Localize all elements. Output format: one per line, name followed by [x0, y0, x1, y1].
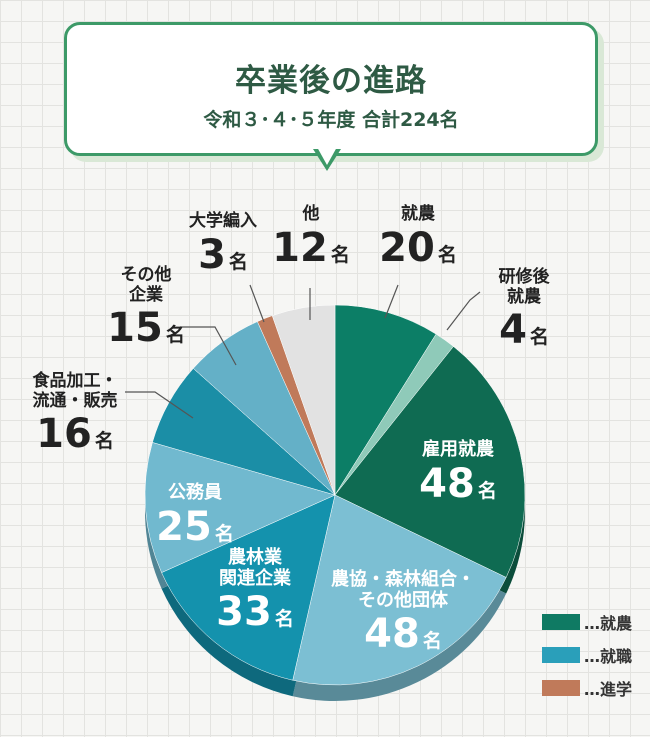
- legend-item-shushoku: …就職: [542, 644, 632, 666]
- label-norin-unit: 名: [274, 608, 294, 631]
- label-shokuhin: 食品加工・ 流通・販売 16 名: [12, 371, 138, 458]
- label-shokuhin-value: 16: [36, 411, 92, 458]
- label-other-value: 12: [272, 224, 328, 271]
- label-daigaku-value: 3: [198, 231, 226, 278]
- legend-label-shingaku: …進学: [584, 680, 633, 699]
- label-nokyo-value: 48: [364, 611, 420, 658]
- label-nokyo: 農協・森林組合・ その他団体 48 名: [318, 569, 488, 658]
- label-daigaku-name: 大学編入: [189, 211, 257, 231]
- legend-label-shushoku: …就職: [584, 647, 633, 666]
- label-komuin: 公務員 25 名: [140, 482, 250, 550]
- label-shuno-unit: 名: [437, 243, 457, 266]
- label-norin-name-1: 農林業: [228, 547, 282, 568]
- pie-slice-3: [292, 494, 507, 686]
- label-norin-name-2: 関連企業: [219, 567, 291, 589]
- pie-slice-4: [161, 494, 336, 681]
- legend-swatch-shushoku: [542, 647, 580, 663]
- label-nokyo-name-1: 農協・森林組合・: [331, 569, 475, 590]
- leader-line-sonota-kigyo: [180, 326, 237, 366]
- title-box: 卒業後の進路 令和３･４･５年度 合計224名: [64, 22, 598, 156]
- leader-line-kenshu: [446, 291, 481, 331]
- legend-item-shuno: …就農: [542, 611, 632, 633]
- label-shokuhin-name-1: 食品加工・: [32, 371, 118, 391]
- label-koyo-value: 48: [419, 460, 475, 507]
- label-sonota-kigyo-name-1: その他: [120, 265, 172, 285]
- label-kenshu-value: 4: [499, 307, 527, 354]
- leader-line-shokuhin: [125, 391, 194, 419]
- speech-tail-fill: [317, 147, 337, 165]
- label-shokuhin-name-2: 流通・販売: [32, 390, 118, 411]
- legend-label-shuno: …就農: [584, 614, 633, 633]
- label-other-unit: 名: [330, 243, 350, 266]
- label-sonota-kigyo: その他 企業 15 名: [98, 265, 194, 352]
- legend-item-shingaku: …進学: [542, 677, 632, 699]
- label-norin-kigyo: 農林業 関連企業 33 名: [200, 547, 310, 636]
- label-kenshu-unit: 名: [529, 326, 549, 349]
- label-daigaku-unit: 名: [228, 250, 248, 273]
- label-koyo-unit: 名: [477, 479, 497, 502]
- label-nokyo-name-2: その他団体: [358, 589, 448, 611]
- label-shokuhin-unit: 名: [94, 430, 114, 453]
- legend-swatch-shingaku: [542, 680, 580, 696]
- leader-line-daigaku: [249, 284, 265, 323]
- label-komuin-name: 公務員: [168, 482, 222, 503]
- label-koyo-shuno: 雇用就農 48 名: [403, 439, 513, 507]
- label-sonota-kigyo-value: 15: [107, 305, 163, 352]
- label-koyo-name: 雇用就農: [422, 439, 494, 460]
- leader-line-shuno: [384, 284, 399, 319]
- label-komuin-value: 25: [156, 503, 212, 550]
- label-sonota-kigyo-unit: 名: [165, 324, 185, 347]
- pie-slice-9: [271, 304, 336, 496]
- chart-title: 卒業後の進路: [235, 63, 427, 99]
- pie-slice-2: [334, 346, 526, 578]
- label-komuin-unit: 名: [214, 522, 234, 545]
- label-norin-value: 33: [216, 589, 272, 636]
- label-other-name: 他: [302, 204, 320, 224]
- label-sonota-kigyo-name-2: 企業: [129, 284, 163, 305]
- legend-swatch-shuno: [542, 614, 580, 630]
- chart-subtitle: 令和３･４･５年度 合計224名: [203, 109, 459, 131]
- label-other: 他 12 名: [271, 204, 351, 271]
- label-shuno: 就農 20 名: [378, 204, 458, 271]
- label-shuno-name: 就農: [401, 204, 435, 224]
- legend: …就農 …就職 …進学: [542, 611, 632, 710]
- label-nokyo-unit: 名: [422, 630, 442, 653]
- label-shuno-value: 20: [379, 224, 435, 271]
- pie-slice-5: [144, 442, 336, 573]
- label-kenshu-name-1: 研修後: [498, 267, 550, 287]
- label-kenshu-name-2: 就農: [507, 286, 541, 307]
